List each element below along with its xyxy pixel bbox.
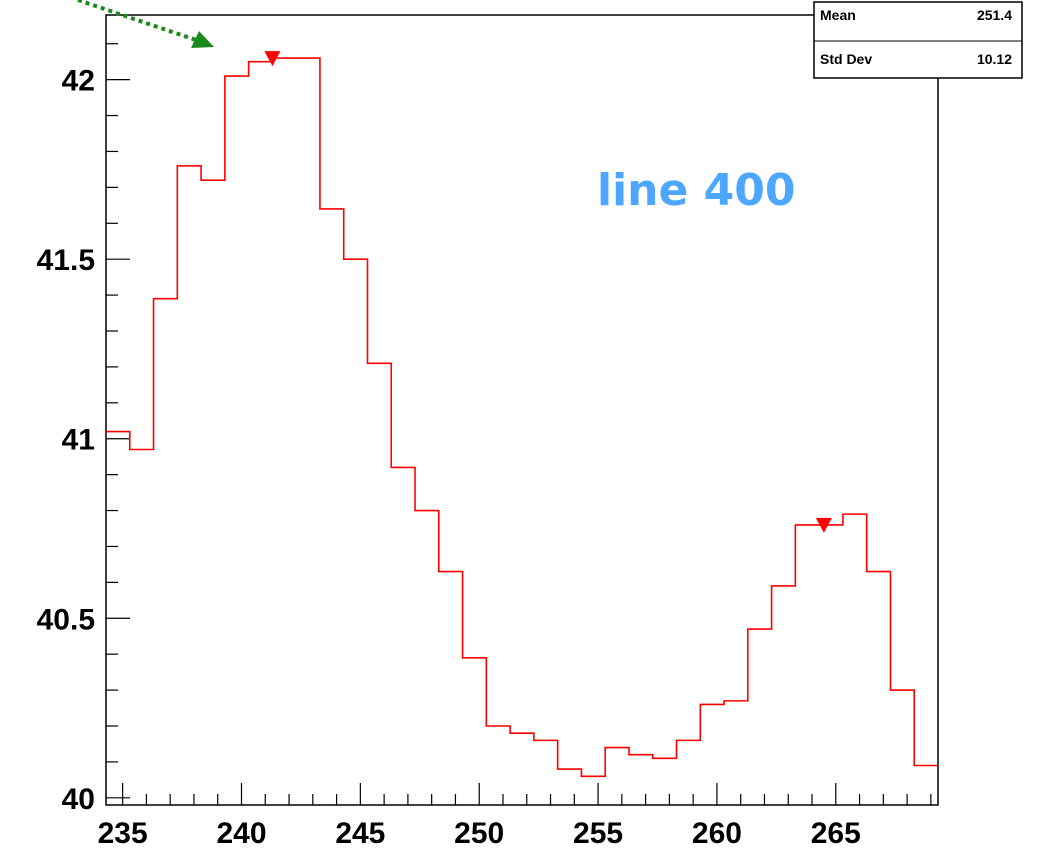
stats-stddev-label: Std Dev <box>820 51 872 67</box>
stats-box: Mean 251.4 Std Dev 10.12 <box>813 1 1023 79</box>
y-tick-label: 40.5 <box>37 603 95 636</box>
x-axis: 235 240 245 250 255 260 265 <box>98 783 932 850</box>
x-tick-label: 250 <box>454 817 504 850</box>
annotation-label: line 400 <box>597 165 796 216</box>
arrow-head <box>191 31 214 48</box>
peak-marker <box>264 51 281 67</box>
stats-mean-value: 251.4 <box>977 7 1012 23</box>
plot-area <box>105 14 939 806</box>
y-tick-label: 41 <box>62 424 95 457</box>
stats-mean-label: Mean <box>820 7 856 23</box>
plot-frame <box>105 14 939 806</box>
peak-markers <box>264 51 832 533</box>
arrow-shaft <box>77 0 197 42</box>
histogram-series <box>106 57 938 778</box>
series-line <box>106 57 938 778</box>
y-axis: 40 40.5 41 41.5 42 <box>37 43 130 816</box>
peak-marker <box>815 517 832 533</box>
y-tick-label: 42 <box>62 65 95 98</box>
x-tick-label: 235 <box>98 817 148 850</box>
x-tick-label: 245 <box>335 817 385 850</box>
x-tick-label: 265 <box>811 817 861 850</box>
x-tick-label: 260 <box>692 817 742 850</box>
x-tick-label: 240 <box>216 817 266 850</box>
stats-stddev-value: 10.12 <box>977 51 1012 67</box>
stats-box-background <box>813 1 1023 79</box>
y-tick-label: 41.5 <box>37 244 95 277</box>
x-tick-label: 255 <box>573 817 623 850</box>
pointer-arrow <box>77 0 214 48</box>
y-tick-label: 40 <box>62 783 95 816</box>
